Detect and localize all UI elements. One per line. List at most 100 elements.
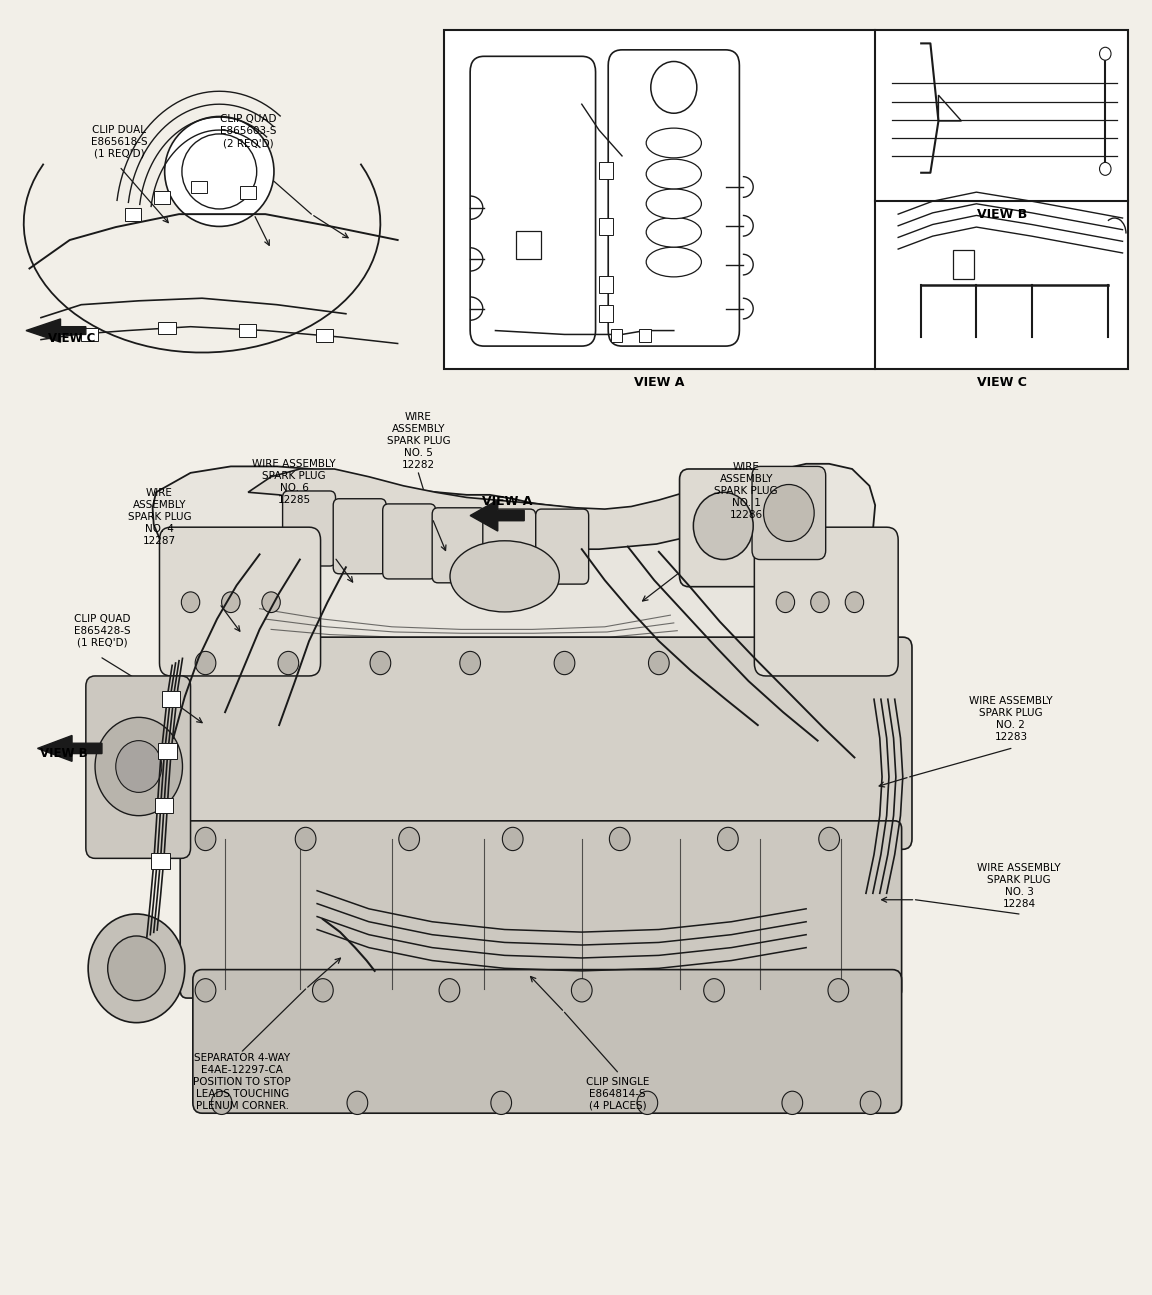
Text: WIRE
ASSEMBLY
SPARK PLUG
NO. 4
12287: WIRE ASSEMBLY SPARK PLUG NO. 4 12287 bbox=[128, 488, 191, 546]
FancyBboxPatch shape bbox=[483, 509, 536, 584]
Text: WIRE
ASSEMBLY
SPARK PLUG
NO. 5
12282: WIRE ASSEMBLY SPARK PLUG NO. 5 12282 bbox=[387, 412, 450, 470]
Circle shape bbox=[694, 492, 753, 559]
Bar bbox=[599, 162, 613, 179]
Bar bbox=[151, 853, 169, 869]
Text: WIRE ASSEMBLY
SPARK PLUG
NO. 2
12283: WIRE ASSEMBLY SPARK PLUG NO. 2 12283 bbox=[969, 695, 1053, 742]
Circle shape bbox=[649, 651, 669, 675]
Circle shape bbox=[704, 979, 725, 1002]
Bar bbox=[240, 185, 256, 198]
Circle shape bbox=[312, 979, 333, 1002]
Text: CLIP SINGLE
E864814-S
(4 PLACES): CLIP SINGLE E864814-S (4 PLACES) bbox=[585, 1077, 649, 1111]
Text: VIEW B: VIEW B bbox=[40, 747, 88, 760]
Circle shape bbox=[347, 1092, 367, 1115]
Ellipse shape bbox=[646, 189, 702, 219]
Bar bbox=[158, 743, 176, 759]
Circle shape bbox=[846, 592, 864, 613]
Text: WIRE ASSEMBLY
SPARK PLUG
NO. 3
12284: WIRE ASSEMBLY SPARK PLUG NO. 3 12284 bbox=[977, 862, 1061, 909]
Bar bbox=[158, 321, 175, 334]
Ellipse shape bbox=[646, 218, 702, 247]
Circle shape bbox=[609, 828, 630, 851]
Bar bbox=[154, 798, 173, 813]
Circle shape bbox=[295, 828, 316, 851]
Circle shape bbox=[278, 651, 298, 675]
Polygon shape bbox=[38, 736, 101, 761]
Circle shape bbox=[718, 828, 738, 851]
Circle shape bbox=[399, 828, 419, 851]
Text: WIRE ASSEMBLY
SPARK PLUG
NO. 6
12285: WIRE ASSEMBLY SPARK PLUG NO. 6 12285 bbox=[252, 458, 336, 505]
Polygon shape bbox=[248, 469, 763, 549]
Bar bbox=[190, 180, 206, 193]
Bar bbox=[444, 31, 1128, 369]
FancyBboxPatch shape bbox=[166, 637, 912, 850]
FancyBboxPatch shape bbox=[86, 676, 190, 859]
Bar bbox=[639, 329, 651, 342]
FancyBboxPatch shape bbox=[333, 499, 386, 574]
Circle shape bbox=[221, 592, 240, 613]
Circle shape bbox=[96, 717, 182, 816]
Circle shape bbox=[115, 741, 161, 793]
Circle shape bbox=[181, 592, 199, 613]
Bar bbox=[238, 324, 256, 337]
Polygon shape bbox=[470, 500, 524, 531]
Circle shape bbox=[651, 61, 697, 113]
Bar bbox=[954, 250, 975, 278]
FancyBboxPatch shape bbox=[752, 466, 826, 559]
FancyBboxPatch shape bbox=[470, 56, 596, 346]
Ellipse shape bbox=[182, 133, 257, 208]
Bar bbox=[599, 218, 613, 234]
Ellipse shape bbox=[450, 541, 560, 613]
Text: CLIP QUAD
E865603-S
(2 REQ'D): CLIP QUAD E865603-S (2 REQ'D) bbox=[220, 114, 276, 149]
Text: VIEW C: VIEW C bbox=[48, 332, 96, 344]
FancyBboxPatch shape bbox=[680, 469, 767, 587]
Bar bbox=[599, 276, 613, 293]
Bar bbox=[124, 207, 141, 220]
FancyBboxPatch shape bbox=[536, 509, 589, 584]
Circle shape bbox=[819, 828, 840, 851]
Circle shape bbox=[554, 651, 575, 675]
Text: SEPARATOR 4-WAY
E4AE-12297-CA
POSITION TO STOP
LEADS TOUCHING
PLENUM CORNER.: SEPARATOR 4-WAY E4AE-12297-CA POSITION T… bbox=[194, 1053, 291, 1111]
Ellipse shape bbox=[165, 117, 274, 227]
Bar bbox=[161, 692, 180, 707]
Bar bbox=[316, 329, 333, 342]
Text: WIRE
ASSEMBLY
SPARK PLUG
NO. 1
12286: WIRE ASSEMBLY SPARK PLUG NO. 1 12286 bbox=[714, 462, 778, 521]
Polygon shape bbox=[26, 319, 86, 342]
Ellipse shape bbox=[646, 247, 702, 277]
Circle shape bbox=[195, 828, 215, 851]
Circle shape bbox=[571, 979, 592, 1002]
Circle shape bbox=[764, 484, 814, 541]
Circle shape bbox=[637, 1092, 658, 1115]
Text: VIEW B: VIEW B bbox=[977, 207, 1026, 220]
Circle shape bbox=[1099, 162, 1111, 175]
Circle shape bbox=[782, 1092, 803, 1115]
FancyBboxPatch shape bbox=[282, 491, 335, 566]
Circle shape bbox=[89, 914, 184, 1023]
Circle shape bbox=[370, 651, 391, 675]
Bar bbox=[153, 190, 169, 203]
Polygon shape bbox=[152, 464, 876, 787]
Text: VIEW A: VIEW A bbox=[482, 495, 532, 508]
FancyBboxPatch shape bbox=[382, 504, 435, 579]
FancyBboxPatch shape bbox=[159, 527, 320, 676]
Text: VIEW C: VIEW C bbox=[977, 376, 1026, 388]
Ellipse shape bbox=[646, 128, 702, 158]
Circle shape bbox=[1099, 47, 1111, 60]
FancyBboxPatch shape bbox=[180, 821, 902, 998]
FancyBboxPatch shape bbox=[755, 527, 899, 676]
Text: VIEW A: VIEW A bbox=[634, 376, 684, 388]
Circle shape bbox=[262, 592, 280, 613]
Circle shape bbox=[195, 979, 215, 1002]
Bar bbox=[516, 231, 541, 259]
Circle shape bbox=[211, 1092, 232, 1115]
Circle shape bbox=[776, 592, 795, 613]
Bar bbox=[599, 304, 613, 321]
Text: CLIP QUAD
E865428-S
(1 REQ'D): CLIP QUAD E865428-S (1 REQ'D) bbox=[74, 614, 130, 648]
Circle shape bbox=[195, 651, 215, 675]
Circle shape bbox=[107, 936, 165, 1001]
FancyBboxPatch shape bbox=[432, 508, 485, 583]
Circle shape bbox=[828, 979, 849, 1002]
Bar bbox=[82, 328, 99, 341]
FancyBboxPatch shape bbox=[608, 49, 740, 346]
Circle shape bbox=[460, 651, 480, 675]
FancyBboxPatch shape bbox=[192, 970, 902, 1114]
Bar bbox=[611, 329, 622, 342]
